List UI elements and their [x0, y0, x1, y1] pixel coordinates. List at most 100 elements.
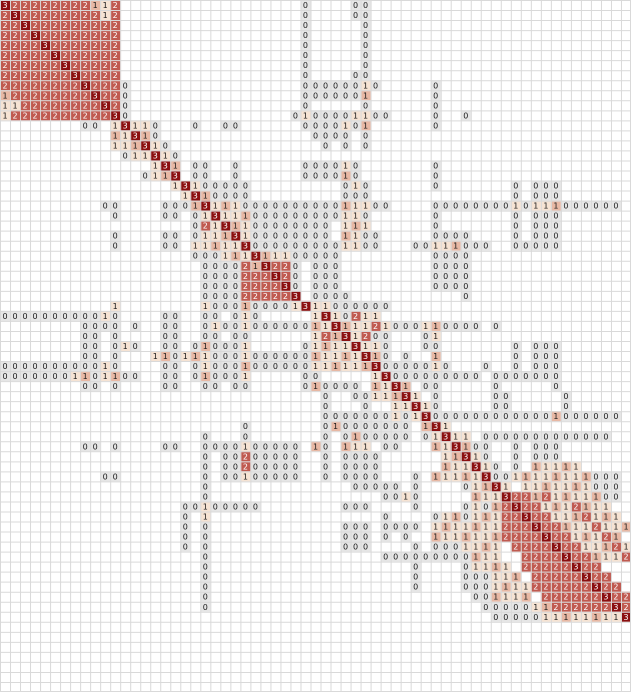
cell-value-label: 0	[173, 362, 178, 371]
heatmap-cell	[510, 351, 521, 362]
cell-value-label: 0	[273, 452, 278, 461]
cell-value-label: 0	[273, 362, 278, 371]
heatmap-cell	[200, 561, 211, 572]
cell-value-label: 0	[303, 252, 308, 261]
cell-value-label: 0	[413, 553, 418, 562]
heatmap-cell	[160, 140, 171, 151]
heatmap-cell	[440, 541, 451, 552]
cell-value-label: 2	[543, 563, 548, 572]
heatmap-cell	[400, 551, 411, 562]
heatmap-cell	[360, 130, 371, 141]
heatmap-cell	[310, 361, 321, 372]
heatmap-cell	[540, 411, 551, 422]
heatmap-cell	[280, 240, 291, 251]
heatmap-cell	[260, 210, 271, 221]
cell-value-label: 0	[183, 512, 188, 521]
heatmap-cell	[90, 351, 101, 362]
cell-value-label: 2	[33, 41, 38, 50]
cell-value-label: 0	[263, 352, 268, 361]
heatmap-cell	[390, 431, 401, 442]
heatmap-cell	[340, 300, 351, 311]
heatmap-cell	[550, 491, 561, 502]
heatmap-cell	[280, 451, 291, 462]
cell-value-label: 0	[473, 412, 478, 421]
cell-value-label: 3	[353, 342, 358, 351]
cell-value-label: 1	[583, 543, 588, 552]
heatmap-cell	[460, 110, 471, 121]
cell-value-label: 0	[233, 442, 238, 451]
heatmap-cell	[550, 471, 561, 482]
cell-value-label: 1	[473, 563, 478, 572]
heatmap-cell	[280, 461, 291, 472]
heatmap-cell	[220, 300, 231, 311]
cell-value-label: 1	[143, 131, 148, 140]
heatmap-cell	[110, 340, 121, 352]
cell-value-label: 1	[573, 533, 578, 542]
heatmap-cell	[220, 280, 231, 291]
heatmap-cell	[290, 471, 301, 482]
cell-value-label: 0	[33, 372, 38, 381]
heatmap-cell	[600, 501, 611, 512]
cell-value-label: 0	[363, 452, 368, 461]
cell-value-label: 0	[313, 212, 318, 221]
cell-value-label: 1	[453, 452, 458, 461]
heatmap-cell	[300, 371, 311, 382]
cell-value-label: 0	[213, 272, 218, 281]
heatmap-cell	[350, 330, 361, 341]
cell-value-label: 1	[593, 543, 598, 552]
heatmap-cell	[90, 20, 101, 31]
cell-value-label: 0	[483, 432, 488, 441]
cell-value-label: 2	[53, 1, 58, 10]
heatmap-cell	[250, 441, 261, 452]
heatmap-cell	[210, 280, 221, 291]
heatmap-cell	[220, 180, 231, 191]
cell-value-label: 0	[523, 603, 528, 612]
cell-value-label: 0	[293, 262, 298, 271]
cell-value-label: 0	[313, 272, 318, 281]
heatmap-cell	[270, 220, 281, 231]
cell-value-label: 1	[463, 432, 468, 441]
cell-value-label: 3	[583, 573, 588, 582]
cell-value-label: 1	[443, 523, 448, 532]
heatmap-cell	[490, 601, 501, 612]
heatmap-cell	[230, 371, 241, 382]
heatmap-cell	[10, 80, 21, 91]
cell-value-label: 1	[223, 232, 228, 241]
heatmap-cell	[200, 230, 211, 241]
heatmap-cell	[370, 300, 381, 311]
heatmap-cell	[80, 20, 91, 31]
cell-value-label: 0	[413, 322, 418, 331]
cell-value-label: 2	[12, 41, 17, 50]
heatmap-cell	[530, 571, 541, 582]
heatmap-cell	[250, 210, 261, 221]
heatmap-cell	[190, 361, 201, 372]
cell-value-label: 0	[253, 472, 258, 481]
heatmap-cell	[570, 601, 581, 612]
cell-value-label: 0	[343, 422, 348, 431]
cell-value-label: 1	[603, 502, 608, 511]
cell-value-label: 1	[193, 182, 198, 191]
heatmap-cell	[430, 421, 441, 432]
cell-value-label: 0	[223, 362, 228, 371]
heatmap-cell	[100, 60, 111, 71]
cell-value-label: 0	[523, 432, 528, 441]
cell-value-label: 2	[103, 41, 108, 50]
cell-value-label: 1	[243, 372, 248, 381]
heatmap-cell	[500, 501, 511, 512]
cell-value-label: 1	[563, 492, 568, 501]
cell-value-label: 3	[153, 151, 158, 160]
heatmap-cell	[520, 601, 531, 612]
cell-value-label: 0	[323, 472, 328, 481]
cell-value-label: 1	[153, 161, 158, 170]
heatmap-cell	[70, 30, 81, 41]
heatmap-cell	[510, 361, 521, 372]
cell-value-label: 2	[623, 553, 628, 562]
heatmap-cell	[50, 20, 61, 31]
heatmap-cell	[200, 270, 211, 281]
cell-value-label: 0	[343, 192, 348, 201]
heatmap-cell	[510, 371, 521, 382]
cell-value-label: 0	[153, 121, 158, 130]
heatmap-cell	[20, 20, 31, 31]
cell-value-label: 3	[173, 172, 178, 181]
cell-value-label: 3	[443, 432, 448, 441]
